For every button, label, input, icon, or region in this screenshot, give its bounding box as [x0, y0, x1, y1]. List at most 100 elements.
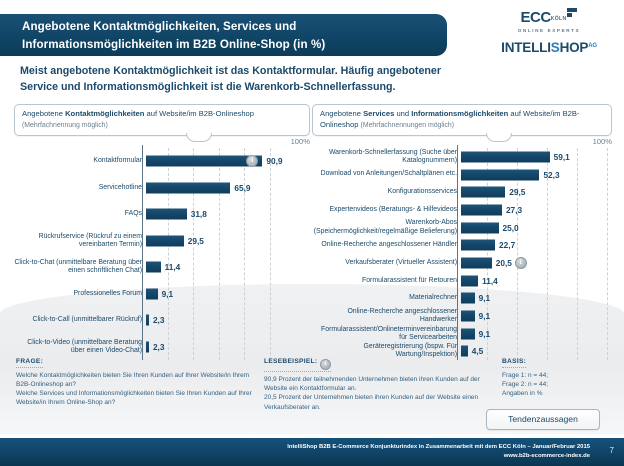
chart-right-axis-max-label: 100% — [592, 137, 612, 146]
logo-group: ECCKÖLN ONLINE EXPERTS INTELLISHOPAG — [484, 8, 614, 55]
page-number: 7 — [609, 446, 614, 455]
chart-bar-area: 29,5 — [146, 228, 310, 255]
chart-title-callout-left: Angebotene Kontaktmöglichkeiten auf Webs… — [14, 104, 310, 142]
chart-bar — [146, 235, 184, 247]
chart-value-label: 11,4 — [482, 275, 498, 286]
chart-bar — [146, 314, 149, 326]
chart-left-title-b: Kontaktmöglichkeiten — [65, 109, 145, 118]
chart-bar — [461, 186, 506, 198]
subtitle: Meist angebotene Kontaktmöglichkeit ist … — [20, 64, 600, 95]
chart-value-label: 65,9 — [234, 182, 251, 193]
chart-right-axis-top: 100% — [312, 136, 612, 148]
chart-axis-line — [142, 145, 143, 360]
chart-value-label: 9,1 — [478, 311, 491, 322]
chart-bar-row: Geräteregistrierung (bspw. Für Wartung/I… — [312, 343, 612, 361]
chart-value-label: 2,3 — [152, 315, 165, 326]
note-lesebeispiel: LESEBEISPIEL: i 90,9 Prozent der teilnehm… — [264, 358, 486, 412]
chart-bar-area: 9,1 — [461, 325, 612, 343]
chart-left-title-a: Angebotene — [22, 109, 66, 118]
chart-bar-row: Click-to-Chat (unmittelbare Beratung übe… — [14, 254, 310, 281]
chart-category-label: Click-to-Video (unmittelbare Beratung üb… — [27, 338, 142, 354]
chart-bar-area: 11,4 — [146, 254, 310, 281]
ecc-logo-subtitle: ONLINE EXPERTS — [517, 27, 581, 33]
ecc-logo-text: ECC — [520, 8, 552, 26]
chart-left-axis-top: 100% — [14, 136, 310, 148]
chart-bar-row: Online-Recherche angeschlossener Handwer… — [312, 307, 612, 325]
note-lesebeispiel-heading-text: LESEBEISPIEL: — [264, 358, 318, 365]
intellishop-logo-ag: AG — [588, 42, 597, 49]
info-icon: i — [320, 358, 332, 370]
chart-bar-area: 29,5 — [461, 183, 612, 201]
chart-bar-row: Konfigurationsservices 29,5 — [312, 183, 612, 201]
chart-bar-row: Download von Anleitungen/Schaltplänen et… — [312, 166, 612, 184]
chart-category-label: Warenkorb-Schnellerfassung (Suche über K… — [328, 148, 457, 164]
chart-category-label: Warenkorb-Abos (Speichermöglichkeit/rege… — [313, 219, 457, 235]
gridline — [244, 148, 246, 360]
chart-value-label: 90,9 — [266, 156, 283, 167]
chart-category-label: Konfigurationsservices — [387, 188, 457, 196]
chart-right-title-c: auf Website/im B2B-Onlineshop — [320, 109, 580, 129]
chart-value-label: 31,8 — [190, 209, 207, 220]
gridline — [193, 148, 195, 360]
chart-left-plot: Kontaktformular i 90,9 Servicehotline 65,9 FA… — [14, 145, 310, 360]
chart-right-plot: Warenkorb-Schnellerfassung (Suche über K… — [312, 145, 612, 361]
chart-category-label: Geräteregistrierung (bspw. Für Wartung/I… — [363, 343, 457, 359]
chart-bar-row: Warenkorb-Abos (Speichermöglichkeit/rege… — [312, 219, 612, 237]
info-icon[interactable]: i — [514, 256, 527, 269]
note-lesebeispiel-heading: LESEBEISPIEL: i — [264, 358, 332, 372]
chart-bar-row: Formularassistent/Onlineterminvereinbaru… — [312, 325, 612, 343]
chart-category-label: Rückrufservice (Rückruf zu einem vereinb… — [38, 232, 142, 248]
chart-bar-area: 59,1 — [461, 148, 612, 166]
chart-bar — [146, 182, 231, 194]
chart-value-label: 29,5 — [187, 235, 204, 246]
note-lesebeispiel-line1: 90,9 Prozent der teilnehmenden Unternehm… — [264, 376, 480, 393]
chart-value-label: 27,3 — [505, 204, 523, 215]
chart-bar — [461, 222, 499, 234]
chart-rows: Kontaktformular i 90,9 Servicehotline 65,9 FA… — [14, 148, 310, 360]
gridline — [607, 148, 609, 361]
note-basis: BASIS: Frage 1: n = 44; Frage 2: n = 44;… — [502, 358, 622, 398]
gridline — [218, 148, 221, 360]
chart-bar-row: Formularassistent für Retouren 11,4 — [312, 272, 612, 290]
chart-category-label: Online-Recherche angeschlossener Handwer… — [347, 307, 457, 324]
chart-category-label: Formularassistent/Onlineterminvereinbaru… — [321, 325, 457, 341]
chart-rows: Warenkorb-Schnellerfassung (Suche über K… — [312, 148, 612, 360]
chart-bar-area: 4,5 — [461, 343, 612, 361]
chart-left-axis-max-label: 100% — [290, 137, 310, 146]
chart-bar-row: Kontaktformular i 90,9 — [14, 148, 310, 175]
chart-bar — [146, 208, 187, 220]
chart-value-label: 20,5 — [495, 257, 512, 268]
chart-bar — [461, 239, 496, 251]
footer-bar: IntelliShop B2B E-Commerce Konjunkturind… — [0, 438, 624, 466]
chart-bar-row: Rückrufservice (Rückruf zu einem vereinb… — [14, 228, 310, 255]
gridline — [167, 148, 170, 360]
chart-bar-area: 11,4 — [461, 272, 612, 290]
chart-value-label: 9,1 — [161, 288, 174, 299]
chart-category-label: Formularassistent für Retouren — [362, 276, 457, 284]
chart-right-title-a: Angebotene — [320, 109, 364, 118]
chart-bar — [146, 155, 263, 167]
gridline — [517, 148, 519, 361]
chart-bar-row: Click-to-Video (unmittelbare Beratung üb… — [14, 334, 310, 361]
chart-bar-row: Click-to-Call (unmittelbarer Rückruf) 2,3 — [14, 307, 310, 334]
chart-value-label: 52,3 — [543, 169, 560, 180]
chart-bar-row: Professionelles Forum 9,1 — [14, 281, 310, 308]
chart-category-label: Click-to-Call (unmittelbarer Rückruf) — [32, 316, 142, 324]
chart-category-label: Professionelles Forum — [73, 289, 142, 297]
note-frage: FRAGE: Welche Kontaktmöglichkeiten biete… — [16, 358, 258, 407]
chart-value-label: 22,7 — [499, 240, 516, 251]
chart-bar — [461, 310, 475, 322]
page-title: Angebotene Kontaktmöglichkeiten, Service… — [22, 18, 437, 53]
chart-category-label: Online-Recherche angeschlossener Händler — [321, 241, 457, 249]
chart-value-label: 11,4 — [164, 262, 181, 273]
title-bar: Angebotene Kontaktmöglichkeiten, Service… — [0, 14, 447, 56]
note-frage-heading: FRAGE: — [16, 358, 44, 368]
chart-gridlines — [14, 148, 310, 360]
info-icon[interactable]: i — [246, 155, 259, 168]
chart-bar — [461, 169, 540, 181]
note-basis-heading: BASIS: — [502, 358, 527, 368]
tendenzaussagen-button[interactable]: Tendenzaussagen — [486, 409, 600, 430]
chart-bar-area: 2,3 — [146, 334, 310, 361]
chart-bar-area: i 20,5 — [461, 254, 612, 272]
